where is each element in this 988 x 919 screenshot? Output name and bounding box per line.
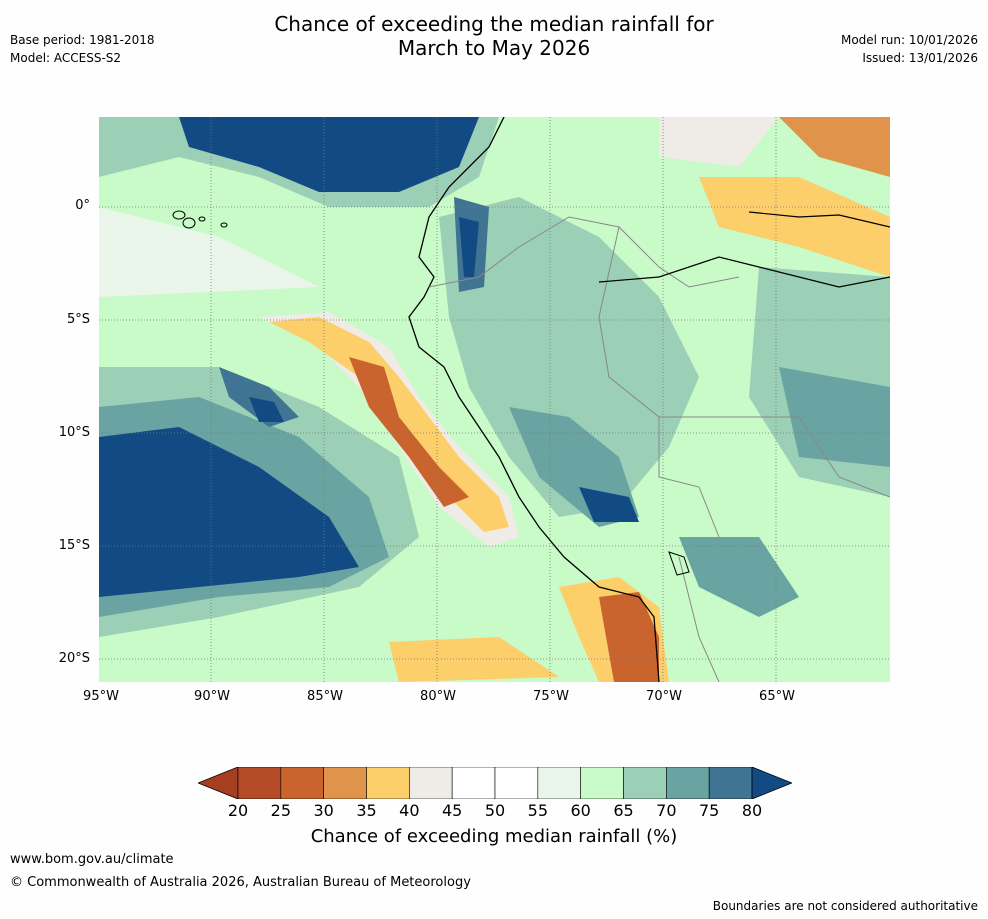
contour-45-northeast — [659, 117, 779, 167]
colorbar-arrow-high — [751, 767, 792, 799]
contour-30-coastal — [349, 357, 469, 507]
map-canvas — [99, 117, 890, 682]
contour-75-bolivia — [679, 537, 799, 617]
colorbar-cell — [623, 767, 667, 799]
amazon-river — [598, 256, 890, 288]
contour-40-south — [389, 637, 559, 682]
colorbar-cell — [580, 767, 624, 799]
colorbar-cell — [366, 767, 410, 799]
contour-30-atacama — [599, 592, 659, 682]
lake-titicaca — [668, 551, 690, 576]
lon-tick-75w: 75°W — [533, 689, 569, 704]
colorbar-cells — [198, 767, 792, 799]
colorbar-tick-label: 35 — [356, 801, 377, 820]
lon-tick-90w: 90°W — [194, 689, 230, 704]
lon-tick-65w: 65°W — [759, 689, 795, 704]
colorbar-cell — [280, 767, 324, 799]
contour-35-northeast — [779, 117, 890, 177]
model-run-label: Model run: 10/01/2026 — [840, 33, 978, 47]
base-period-label: Base period: 1981-2018 — [10, 33, 155, 47]
colorbar-tick-label: 60 — [570, 801, 591, 820]
colorbar-tick-label: 40 — [399, 801, 420, 820]
colorbar-tick-label: 65 — [613, 801, 634, 820]
colorbar-tick-label: 50 — [484, 801, 506, 820]
colorbar-cell — [323, 767, 367, 799]
model-label: Model: ACCESS-S2 — [10, 51, 122, 65]
colorbar — [198, 767, 792, 799]
colorbar-tick-label: 20 — [227, 801, 249, 820]
contour-80-core — [249, 397, 284, 422]
colorbar-cell — [666, 767, 710, 799]
galapagos-islands — [172, 210, 228, 229]
issued-label: Issued: 13/01/2026 — [862, 51, 978, 65]
contour-55 — [99, 207, 319, 297]
colorbar-tick-label: 45 — [441, 801, 463, 820]
contour-80-ecuador — [459, 217, 479, 277]
colorbar-tick-label: 25 — [270, 801, 291, 820]
colorbar-cell — [451, 767, 496, 799]
footer-copyright: © Commonwealth of Australia 2026, Austra… — [10, 875, 471, 890]
contour-80-north-pacific — [179, 117, 479, 192]
northern-river — [748, 211, 890, 228]
footer-url: www.bom.gov.au/climate — [10, 852, 174, 867]
colorbar-tick-label: 75 — [698, 801, 720, 820]
contour-40-northeast — [699, 177, 890, 277]
lat-tick-5s: 5°S — [66, 312, 90, 327]
title-line-2: March to May 2026 — [397, 36, 591, 60]
page-title: Chance of exceeding the median rainfall … — [0, 12, 988, 60]
colorbar-cell — [409, 767, 453, 799]
colorbar-cell — [494, 767, 539, 799]
lat-tick-20s: 20°S — [58, 651, 90, 666]
graticule — [99, 117, 890, 682]
lon-tick-80w: 80°W — [420, 689, 456, 704]
footer-disclaimer: Boundaries are not considered authoritat… — [712, 899, 978, 913]
lon-tick-85w: 85°W — [307, 689, 343, 704]
contour-70-inland — [439, 197, 699, 517]
colorbar-tick-label: 70 — [656, 801, 677, 820]
contour-80-inland — [579, 487, 639, 522]
title-line-1: Chance of exceeding the median rainfall … — [274, 12, 714, 36]
lat-tick-10s: 10°S — [58, 425, 90, 440]
lat-tick-15s: 15°S — [58, 538, 90, 553]
lon-tick-95w: 95°W — [83, 689, 119, 704]
rainfall-probability-map — [99, 117, 890, 682]
colorbar-cell — [537, 767, 581, 799]
colorbar-cell — [708, 767, 753, 799]
colorbar-tick-label: 30 — [313, 801, 334, 820]
colorbar-tick-label: 80 — [741, 801, 763, 820]
colorbar-tick-label: 55 — [527, 801, 548, 820]
colorbar-cell — [237, 767, 282, 799]
contour-80-south-pacific — [99, 427, 359, 597]
contour-75-east — [779, 367, 890, 467]
colorbar-arrow-low — [198, 767, 239, 799]
lon-tick-70w: 70°W — [646, 689, 682, 704]
country-borders — [428, 216, 890, 682]
coastline — [408, 117, 660, 682]
lat-tick-0: 0° — [75, 198, 90, 213]
colorbar-label: Chance of exceeding median rainfall (%) — [310, 826, 678, 847]
